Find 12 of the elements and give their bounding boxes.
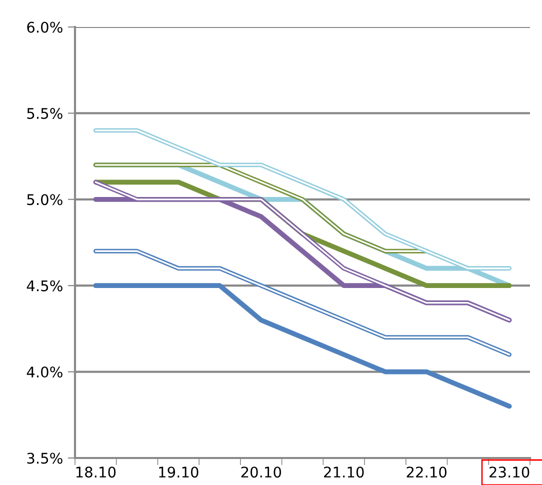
y-tick-label: 5.5% <box>27 108 62 119</box>
x-tick-label: 21.10 <box>324 466 364 478</box>
x-tick-label: 18.10 <box>76 466 116 478</box>
x-tick-label: 20.10 <box>241 466 282 478</box>
x-tick-label: 22.10 <box>406 466 446 478</box>
y-tick-label: 6.0% <box>27 22 62 33</box>
y-tick-label: 3.5% <box>27 452 62 464</box>
x-tick-label: 23.10 <box>490 466 530 478</box>
x-tick-label: 19.10 <box>159 466 198 478</box>
y-tick-label: 4.5% <box>26 280 62 292</box>
y-tick-label: 4.0% <box>26 366 62 378</box>
y-tick-label: 5.0% <box>27 194 62 206</box>
